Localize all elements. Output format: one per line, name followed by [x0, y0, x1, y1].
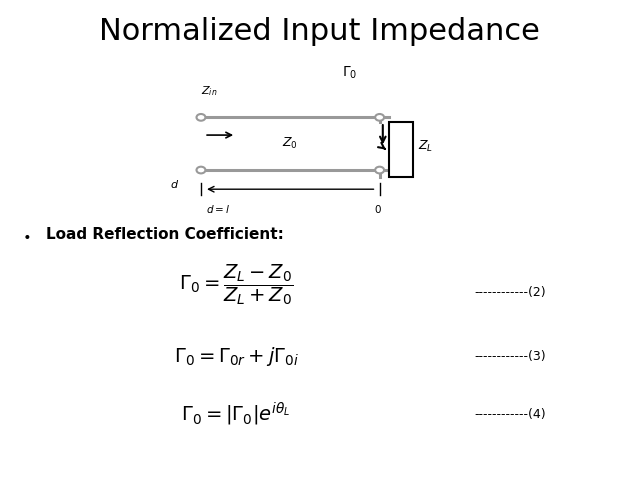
- Text: ------------(3): ------------(3): [475, 350, 546, 364]
- Circle shape: [197, 114, 205, 121]
- Bar: [389, 122, 413, 177]
- Text: $d=l$: $d=l$: [206, 203, 230, 215]
- Text: ------------(2): ------------(2): [475, 285, 546, 299]
- Text: $Z_0$: $Z_0$: [283, 136, 298, 151]
- Circle shape: [197, 167, 205, 173]
- Circle shape: [375, 114, 384, 121]
- Text: $d$: $d$: [170, 178, 179, 191]
- Text: $Z_L$: $Z_L$: [418, 138, 433, 154]
- Text: ------------(4): ------------(4): [475, 408, 546, 421]
- Text: Load Reflection Coefficient:: Load Reflection Coefficient:: [46, 227, 284, 242]
- Text: $0$: $0$: [374, 203, 382, 215]
- Text: $\bullet$: $\bullet$: [22, 228, 31, 242]
- Text: Normalized Input Impedance: Normalized Input Impedance: [98, 17, 540, 46]
- Text: $\Gamma_0$: $\Gamma_0$: [342, 65, 357, 81]
- Text: $\Gamma_0 = \dfrac{Z_L - Z_0}{Z_L + Z_0}$: $\Gamma_0 = \dfrac{Z_L - Z_0}{Z_L + Z_0}…: [179, 262, 293, 308]
- Text: $\Gamma_0 = \Gamma_{0r} + j\Gamma_{0i}$: $\Gamma_0 = \Gamma_{0r} + j\Gamma_{0i}$: [174, 345, 299, 368]
- Circle shape: [375, 167, 384, 173]
- Text: $Z_{in}$: $Z_{in}$: [201, 84, 218, 98]
- Text: $\Gamma_0 = |\Gamma_0|e^{i\theta_L}$: $\Gamma_0 = |\Gamma_0|e^{i\theta_L}$: [181, 401, 291, 428]
